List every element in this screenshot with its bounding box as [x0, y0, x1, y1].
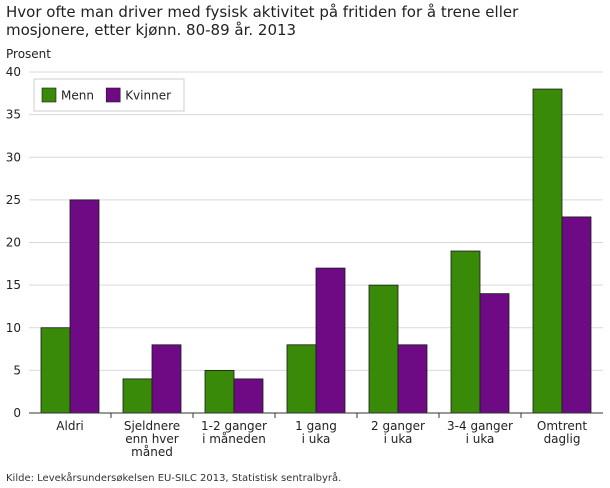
bar-menn [286, 344, 317, 414]
legend-swatch-menn [41, 87, 57, 103]
bar-kvinner [315, 267, 346, 414]
y-tick-label: 25 [6, 193, 21, 207]
x-tick-label: 2 ganger i uka [371, 419, 425, 446]
bar-menn [532, 88, 563, 414]
y-tick-label: 5 [13, 363, 21, 377]
y-tick-label: 20 [6, 236, 21, 250]
y-axis-label: Prosent [6, 47, 51, 61]
x-tick-label: 1 gang i uka [295, 419, 337, 446]
bar-kvinner [397, 344, 428, 414]
bar-kvinner [69, 199, 100, 414]
x-tick-label: Sjeldnere enn hver måned [124, 419, 180, 459]
bar-menn [368, 284, 399, 414]
y-tick-label: 40 [6, 65, 21, 79]
bar-menn [122, 378, 153, 414]
y-tick-label: 35 [6, 108, 21, 122]
bar-kvinner [561, 216, 592, 414]
x-tick-label: 1-2 ganger i måneden [201, 419, 267, 446]
bar-kvinner [479, 293, 510, 414]
legend-swatch-kvinner [105, 87, 121, 103]
y-tick-label: 0 [13, 406, 21, 420]
x-tick-label: 3-4 ganger i uka [447, 419, 513, 446]
legend-label-menn: Menn [61, 89, 94, 103]
bar-menn [204, 369, 235, 414]
bar-kvinner [151, 344, 182, 414]
bar-menn [450, 250, 481, 414]
x-tick-label: Omtrent daglig [537, 419, 587, 446]
bar-menn [40, 327, 71, 414]
y-tick-label: 10 [6, 321, 21, 335]
source-note: Kilde: Levekårsundersøkelsen EU-SILC 201… [6, 473, 342, 484]
chart-title: Hvor ofte man driver med fysisk aktivite… [6, 3, 519, 39]
x-tick-label: Aldri [56, 419, 83, 433]
y-tick-label: 30 [6, 150, 21, 164]
legend-label-kvinner: Kvinner [125, 89, 171, 103]
bar-kvinner [233, 378, 264, 414]
y-tick-label: 15 [6, 278, 21, 292]
